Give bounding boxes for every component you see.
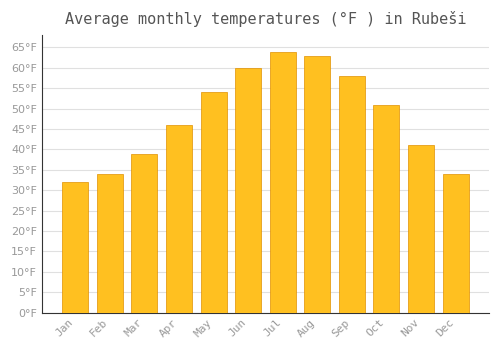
Bar: [374, 105, 400, 313]
Bar: [235, 68, 261, 313]
Bar: [408, 145, 434, 313]
Bar: [132, 154, 158, 313]
Bar: [304, 56, 330, 313]
Bar: [62, 182, 88, 313]
Bar: [442, 174, 468, 313]
Bar: [200, 92, 226, 313]
Title: Average monthly temperatures (°F ) in Rubeši: Average monthly temperatures (°F ) in Ru…: [64, 11, 466, 27]
Bar: [339, 76, 365, 313]
Bar: [97, 174, 123, 313]
Bar: [166, 125, 192, 313]
Bar: [270, 51, 295, 313]
